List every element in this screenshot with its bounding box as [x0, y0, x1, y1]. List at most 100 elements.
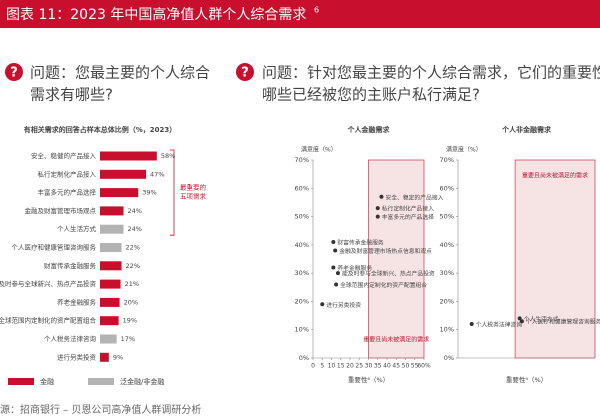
x-axis-title: 重要性⁶（%） [348, 375, 389, 384]
x-tick-label: 0 [311, 363, 315, 370]
point [379, 194, 384, 199]
x-tick-label: 30 [365, 363, 373, 370]
point [334, 282, 339, 287]
y-tick-label: 70% [440, 156, 454, 164]
x-tick-label: 50 [402, 363, 410, 370]
point [469, 322, 474, 327]
header-bar [0, 0, 600, 28]
point-label: 全球范围内定制化的资产配置组合 [340, 281, 427, 289]
annotation: 最重要的 [180, 183, 207, 192]
y-tick-label: 60% [295, 184, 309, 192]
point [320, 302, 325, 307]
category-label: 金融及财富管理市场观点 [25, 206, 97, 215]
question-text: 问题：您最主要的个人综合 [30, 64, 210, 82]
category-label: 财富传承金融服务 [44, 261, 97, 270]
y-axis-title: 满意度（%） [301, 146, 337, 154]
point [517, 316, 522, 321]
question-text: 问题：针对您最主要的个人综合需求，它们的重要性如何 [262, 64, 600, 82]
question-icon [236, 63, 254, 81]
value-label: 47% [150, 170, 164, 178]
header-title: 图表 11：2023 年中国高净值人群个人综合需求 [6, 6, 306, 23]
source: 源：招商银行 – 贝恩公司高净值人群调研分析 [0, 403, 201, 416]
y-tick-label: 40% [440, 241, 454, 249]
category-label: 个人生活方式 [57, 224, 97, 233]
point [331, 265, 336, 270]
y-tick-label: 60% [440, 184, 454, 192]
chart-title: 个人金融需求 [347, 125, 391, 134]
point-label: 个人生活方式 [524, 315, 559, 323]
point-label: 丰富多元的产品选择 [382, 213, 434, 221]
chart-title: 有相关需求的回答占样本总体比例（%，2023） [24, 125, 177, 134]
question-icon-mark: ? [10, 66, 18, 81]
bar [100, 279, 121, 289]
x-axis-title: 重要性⁶（%） [506, 375, 547, 384]
point-label: 金融及财富管理市场热点信息和观点 [339, 247, 432, 255]
point [375, 214, 380, 219]
bar [100, 188, 139, 198]
point-label: 私行定制化产品接入 [382, 205, 434, 213]
y-tick-label: 50% [295, 213, 309, 221]
y-tick-label: 20% [295, 297, 309, 305]
y-tick-label: 10% [440, 326, 454, 334]
y-tick-label: 30% [295, 269, 309, 277]
bar [100, 243, 122, 252]
category-label: 能及时参与全球新兴、热点产品投资 [0, 279, 97, 288]
region-label: 重要且尚未被满足的需求 [522, 172, 588, 180]
bar [100, 224, 124, 234]
value-label: 39% [142, 189, 156, 197]
bar [100, 206, 124, 216]
point-label: 能及时参与全球新兴、热点产品投资 [342, 270, 435, 278]
y-tick-label: 20% [440, 297, 454, 305]
value-label: 22% [126, 262, 140, 270]
value-label: 20% [124, 298, 138, 306]
category-label: 进行另类投资 [57, 352, 97, 361]
point [519, 319, 524, 324]
legend-swatch [8, 378, 34, 385]
category-label: 丰富多元的产品选择 [38, 188, 97, 197]
legend-swatch [88, 378, 114, 385]
y-tick-label: 70% [295, 156, 309, 164]
bar [100, 169, 147, 179]
value-label: 22% [126, 244, 140, 252]
category-label: 养老金融服务 [57, 297, 97, 306]
legend-label: 金融 [40, 377, 54, 386]
highlight-region [368, 159, 425, 359]
value-label: 21% [125, 280, 139, 288]
y-tick-label: 30% [440, 269, 454, 277]
category-label: 全球范围内定制化的资产配置组合 [0, 316, 97, 325]
category-label: 私行定制化产品接入 [38, 169, 97, 178]
point-label: 个人税务法律咨询 [476, 321, 523, 329]
value-label: 24% [128, 225, 142, 233]
bar [100, 334, 117, 344]
y-tick-label: 0% [299, 354, 309, 362]
question-text: 哪些已经被您的主账户私行满足? [262, 86, 480, 104]
value-label: 24% [128, 207, 142, 215]
x-tick-label: 55 [411, 363, 419, 370]
bar [100, 261, 122, 271]
region-label: 重要且尚未被满足的需求 [363, 336, 429, 344]
bar [100, 316, 119, 326]
x-tick-label: 45 [392, 363, 400, 370]
point-label: 安全、稳定的产品接入 [385, 193, 443, 201]
legend-label: 泛金融/非金融 [120, 377, 164, 386]
point-label: 财富传承金融服务 [337, 239, 384, 247]
point [375, 206, 380, 211]
chart-title: 个人非金融需求 [501, 125, 552, 134]
point-label: 个人医疗和健康管理咨询服务 [526, 318, 600, 326]
bar [100, 352, 109, 362]
y-axis-title: 满意度（%） [446, 146, 482, 154]
x-tick-label: 15 [337, 363, 345, 370]
highlight-region [514, 159, 596, 359]
x-tick-label: 20 [346, 363, 354, 370]
category-label: 个人医疗和健康管理咨询服务 [12, 243, 97, 252]
bar [100, 297, 120, 307]
x-tick-label: 40 [383, 363, 391, 370]
x-tick-label: 35 [374, 363, 382, 370]
point [335, 271, 340, 276]
y-tick-label: 50% [440, 213, 454, 221]
value-label: 9% [113, 353, 123, 361]
point [331, 240, 336, 245]
y-tick-label: 0% [444, 354, 454, 362]
bracket [170, 149, 175, 236]
